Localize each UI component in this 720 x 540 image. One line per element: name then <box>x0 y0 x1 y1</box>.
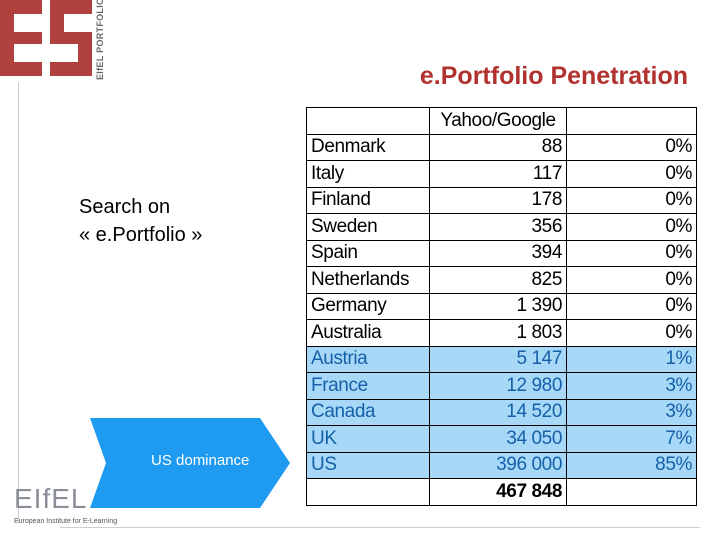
count-cell: 1 390 <box>429 292 567 320</box>
eifel-logo: EIfEL <box>14 483 88 514</box>
percent-cell: 1% <box>566 345 697 373</box>
total-cell: 467 848 <box>429 478 567 506</box>
country-cell: Spain <box>306 239 430 267</box>
percent-cell: 0% <box>566 186 697 214</box>
header-blank <box>306 107 430 135</box>
country-cell: Germany <box>306 292 430 320</box>
percent-cell: 85% <box>566 451 697 479</box>
arrow-label: US dominance <box>151 452 250 469</box>
table-row: Canada 14 520 3% <box>306 398 697 426</box>
count-cell: 88 <box>429 133 567 161</box>
country-cell: Austria <box>306 345 430 373</box>
logo-s-shape <box>50 62 92 76</box>
country-cell: France <box>306 372 430 400</box>
left-divider <box>18 82 19 522</box>
table-row: Finland 178 0% <box>306 186 697 214</box>
percent-cell: 0% <box>566 160 697 188</box>
count-cell: 356 <box>429 213 567 241</box>
country-cell: Sweden <box>306 213 430 241</box>
arrow-shape <box>90 418 290 508</box>
country-cell: Canada <box>306 398 430 426</box>
logo-e-shape <box>0 62 42 76</box>
logo-e-shape <box>14 32 42 44</box>
percent-cell: 0% <box>566 133 697 161</box>
table-header-row: Yahoo/Google <box>306 107 697 135</box>
table-total-row: 467 848 <box>306 478 697 506</box>
table-row: Austria 5 147 1% <box>306 345 697 373</box>
percent-cell: 0% <box>566 319 697 347</box>
logo-e-shape <box>0 0 42 14</box>
search-caption-line2: « e.Portfolio » <box>79 224 203 246</box>
count-cell: 394 <box>429 239 567 267</box>
percent-cell: 0% <box>566 266 697 294</box>
table-row: Italy 117 0% <box>306 160 697 188</box>
table-row: Netherlands 825 0% <box>306 266 697 294</box>
count-cell: 12 980 <box>429 372 567 400</box>
country-cell: Finland <box>306 186 430 214</box>
logo-e-shape <box>0 0 14 76</box>
header-blank <box>566 107 697 135</box>
count-cell: 5 147 <box>429 345 567 373</box>
search-caption: Search on « e.Portfolio » <box>79 193 202 249</box>
percent-cell: 3% <box>566 398 697 426</box>
header-source: Yahoo/Google <box>429 107 567 135</box>
count-cell: 178 <box>429 186 567 214</box>
percent-cell: 0% <box>566 292 697 320</box>
bottom-divider <box>60 527 700 528</box>
logo-text: EIfEL PORTFOLIO <box>95 0 105 80</box>
slide-title: e.Portfolio Penetration <box>419 62 688 90</box>
table-row: France 12 980 3% <box>306 372 697 400</box>
table-row: Sweden 356 0% <box>306 213 697 241</box>
country-cell: UK <box>306 425 430 453</box>
country-cell: US <box>306 451 430 479</box>
percent-cell: 3% <box>566 372 697 400</box>
country-cell: Italy <box>306 160 430 188</box>
eifel-subtitle: European Institute for E-Learning <box>14 518 118 525</box>
count-cell: 34 050 <box>429 425 567 453</box>
percent-cell: 0% <box>566 239 697 267</box>
country-cell: Denmark <box>306 133 430 161</box>
count-cell: 396 000 <box>429 451 567 479</box>
search-caption-line1: Search on <box>79 196 171 218</box>
count-cell: 825 <box>429 266 567 294</box>
table-row: Australia 1 803 0% <box>306 319 697 347</box>
country-cell: Australia <box>306 319 430 347</box>
country-cell: Netherlands <box>306 266 430 294</box>
table-body: Denmark 88 0% Italy 117 0% Finland 178 0% Sweden 3… <box>306 133 697 506</box>
count-cell: 117 <box>429 160 567 188</box>
table-row: UK 34 050 7% <box>306 425 697 453</box>
penetration-table: Yahoo/Google Denmark 88 0% Italy 117 0% Finlan… <box>306 107 697 506</box>
total-blank <box>306 478 430 506</box>
count-cell: 1 803 <box>429 319 567 347</box>
table-row: US 396 000 85% <box>306 451 697 479</box>
table-row: Germany 1 390 0% <box>306 292 697 320</box>
total-blank <box>566 478 697 506</box>
eportfolio-logo: EIfEL PORTFOLIO <box>0 0 110 82</box>
percent-cell: 0% <box>566 213 697 241</box>
table-row: Denmark 88 0% <box>306 133 697 161</box>
percent-cell: 7% <box>566 425 697 453</box>
table-row: Spain 394 0% <box>306 239 697 267</box>
count-cell: 14 520 <box>429 398 567 426</box>
